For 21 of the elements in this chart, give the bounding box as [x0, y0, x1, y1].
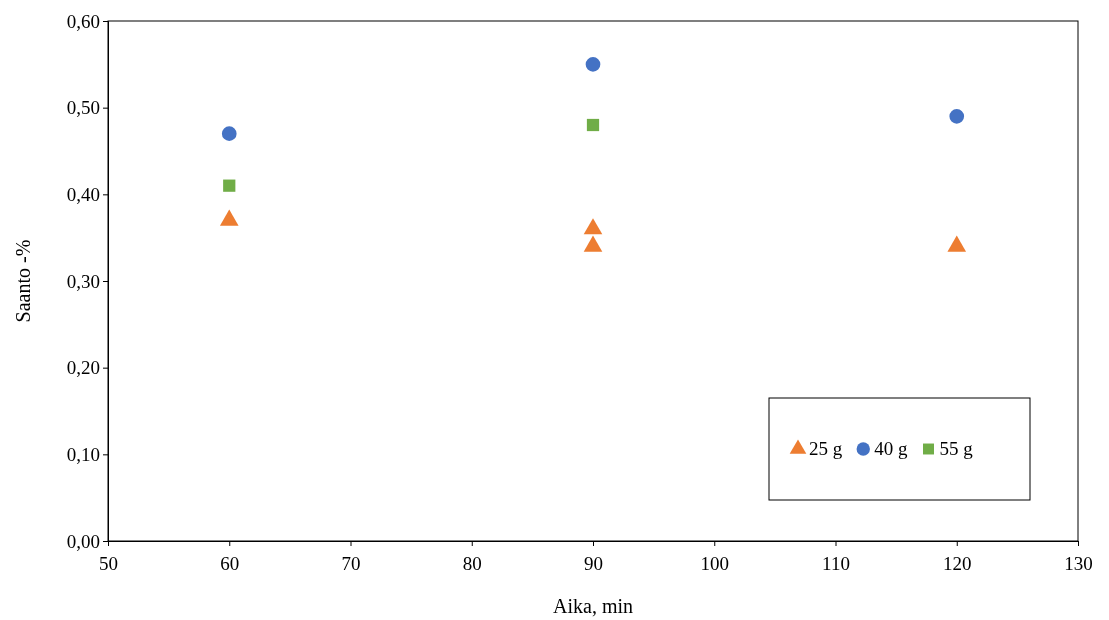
x-tick-label: 90 [584, 552, 603, 574]
legend-label: 55 g [939, 438, 974, 459]
x-tick-label: 50 [99, 552, 118, 574]
x-tick-label: 110 [822, 552, 850, 574]
y-tick-label: 0,30 [66, 270, 100, 292]
y-tick-label: 0,10 [66, 443, 100, 465]
y-tick-label: 0,40 [66, 183, 100, 205]
legend-label: 25 g [809, 438, 843, 459]
y-tick-label: 0,50 [66, 97, 100, 119]
x-tick-label: 120 [943, 552, 972, 574]
y-tick-label: 0,20 [66, 357, 100, 379]
x-tick-label: 60 [220, 552, 240, 574]
x-tick-label: 70 [341, 552, 361, 574]
x-tick-label: 80 [462, 552, 482, 574]
x-tick-label: 130 [1064, 552, 1093, 574]
y-axis-title: Saanto -% [12, 239, 34, 323]
y-tick-label: 0,60 [66, 10, 100, 32]
legend-label: 40 g [874, 438, 908, 459]
x-axis-title: Aika, min [553, 595, 633, 617]
y-tick-label: 0,00 [66, 530, 100, 552]
x-tick-label: 100 [700, 552, 729, 574]
